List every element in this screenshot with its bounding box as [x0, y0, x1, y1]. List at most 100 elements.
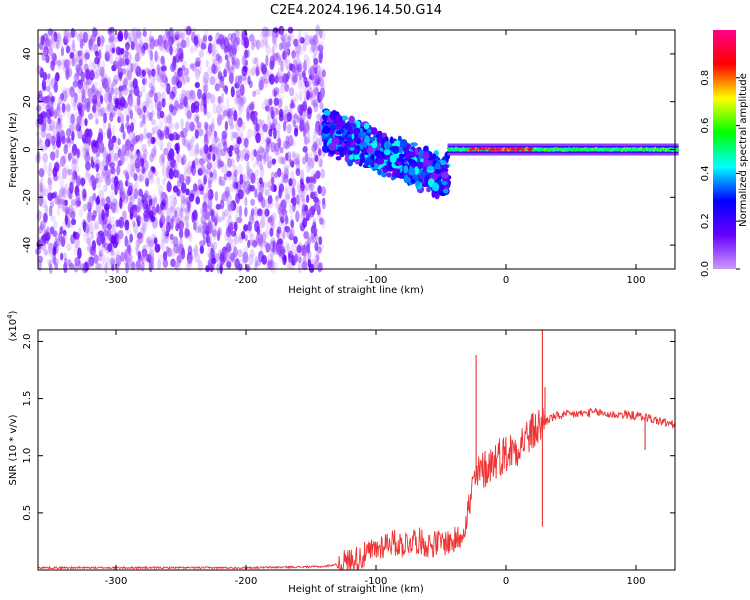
spectrogram-cell	[173, 196, 177, 207]
spectrogram-cell	[244, 196, 248, 207]
colorbar-ticks: 0.00.20.40.60.8	[700, 70, 740, 277]
spectrogram-cell	[292, 53, 297, 64]
spectrogram-cell	[312, 226, 319, 235]
spectrogram-cell	[87, 173, 93, 183]
spectrogram-cell	[180, 39, 187, 49]
spectrogram-cell	[88, 38, 93, 50]
spectrogram-cell	[225, 150, 230, 160]
spectrogram-cell	[162, 194, 168, 204]
spectrogram-cell	[114, 56, 119, 66]
spectrogram-cell	[288, 87, 295, 97]
spectrogram-cell	[184, 36, 190, 48]
spectrogram-cell	[89, 224, 94, 235]
spectrogram-cell	[208, 145, 213, 153]
spectrogram-cell	[160, 65, 167, 72]
spectrogram-cell	[303, 96, 308, 104]
spectrogram-cell	[172, 236, 179, 247]
spectrogram-cell	[210, 95, 216, 106]
spectrogram-cell	[187, 200, 191, 213]
spectrogram-cell	[73, 164, 80, 173]
spectrogram-cell	[303, 120, 308, 128]
spectrogram-cell	[176, 254, 183, 264]
spectrogram-cell	[129, 155, 135, 164]
spectrogram-cell	[270, 248, 275, 260]
spectrogram-cell	[67, 168, 73, 176]
spectrogram-cell	[293, 255, 299, 266]
spectrogram-cell	[392, 145, 400, 154]
spectrogram-cell	[408, 167, 416, 176]
spectrogram-cell	[349, 146, 355, 151]
spectrogram-cell	[199, 129, 203, 138]
spectrogram-cell	[306, 90, 310, 101]
spectrogram-cell	[214, 216, 218, 227]
spectrogram-cell	[309, 38, 315, 46]
spectrogram-cell	[59, 226, 64, 235]
spectrogram-cell	[346, 140, 353, 148]
spectrogram-cell	[148, 210, 154, 219]
spectrogram-cell	[250, 110, 256, 122]
spectrogram-cell	[208, 218, 214, 229]
spectrogram-cell	[96, 98, 102, 108]
spectrogram-cell	[284, 59, 291, 71]
spectrogram-cell	[55, 120, 62, 130]
spectrogram-cell	[311, 146, 316, 154]
spectrogram-cell	[317, 156, 323, 168]
spectrogram-cell	[266, 130, 272, 137]
spectrogram-cell	[38, 123, 44, 131]
spectrogram-cell	[180, 195, 185, 204]
spectrogram-cell	[66, 58, 71, 66]
spectrogram-cell	[288, 252, 292, 264]
spectrogram-cell	[212, 153, 216, 162]
spectrogram-cell	[195, 115, 200, 124]
spectrogram-cell	[98, 176, 103, 183]
spectrogram-cell	[298, 62, 303, 75]
spectrogram-cell	[249, 248, 255, 259]
spectrogram-cell	[204, 80, 209, 87]
spectrogram-cell	[209, 207, 216, 217]
spectrogram-cell	[290, 219, 295, 229]
spectrogram-cell	[154, 243, 161, 253]
spectrogram-cell	[255, 233, 260, 244]
spectrogram-cell	[97, 212, 103, 225]
spectrogram-cell	[98, 245, 104, 252]
spectrogram-cell	[307, 236, 312, 245]
spectrogram-cell	[150, 260, 155, 270]
spectrogram-cell	[72, 95, 78, 107]
spectrogram-cell	[134, 244, 140, 251]
spectrogram-cell	[146, 132, 153, 139]
spectrogram-cell	[143, 127, 148, 140]
spectrogram-cell	[360, 152, 365, 161]
spectrogram-cell	[148, 30, 153, 41]
spectrogram-cell	[282, 72, 289, 85]
spectrogram-cell	[178, 228, 184, 239]
spectrogram-cell	[219, 78, 225, 89]
spectrogram-cell	[412, 173, 419, 182]
spectrogram-cell	[39, 41, 44, 51]
spectrogram-cell	[244, 206, 248, 218]
spectrogram-cell	[93, 109, 99, 119]
spectrogram-cell	[259, 218, 266, 229]
spectrogram-cell	[75, 153, 79, 165]
spectrogram-cell	[295, 63, 300, 71]
spectrogram-cell	[297, 38, 302, 50]
spectrogram-cell	[115, 46, 121, 56]
spectrogram-cell	[129, 169, 136, 178]
spectrogram-cell	[69, 43, 76, 54]
spectrogram-cell	[302, 129, 307, 138]
spectrogram-cell	[241, 65, 248, 77]
spectrogram-cell	[99, 34, 105, 47]
spectrogram-cell	[171, 213, 177, 222]
spectrogram-cell	[442, 156, 447, 161]
spectrogram-cell	[291, 73, 296, 82]
spectrogram-cell	[146, 236, 152, 244]
spectrogram-cell	[105, 196, 111, 204]
spectrogram-cell	[267, 195, 273, 205]
spectrogram-cell	[199, 148, 204, 157]
spectrogram-cell	[243, 137, 249, 149]
spectrogram-cell	[38, 195, 43, 207]
spectrogram-cell	[114, 201, 120, 214]
spectrogram-cell	[177, 47, 184, 60]
spectrogram-cell	[134, 62, 140, 73]
spectrogram-cell	[163, 114, 169, 125]
spectrogram-cell	[207, 66, 213, 77]
